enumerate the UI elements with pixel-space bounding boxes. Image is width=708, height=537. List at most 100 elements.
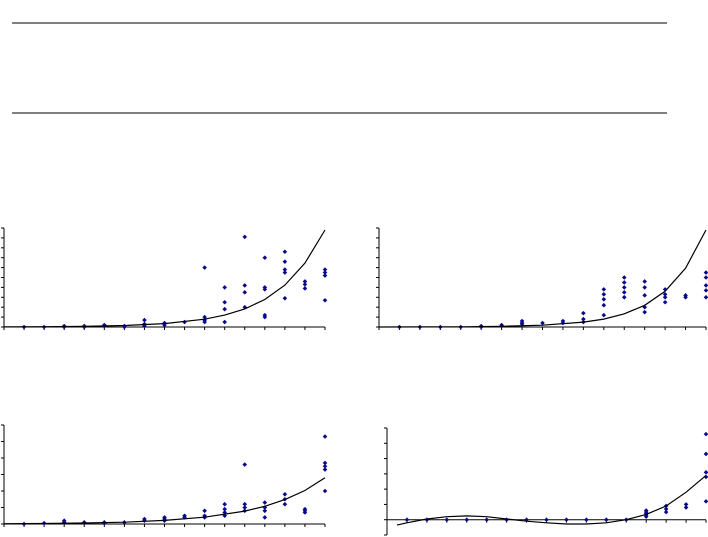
point — [322, 267, 328, 272]
point — [322, 460, 328, 466]
point — [322, 270, 328, 275]
point — [262, 508, 268, 514]
point — [222, 306, 227, 312]
point — [484, 517, 489, 523]
point — [621, 295, 627, 300]
point — [642, 293, 647, 298]
point — [322, 273, 328, 278]
point — [222, 285, 227, 290]
point — [703, 499, 708, 504]
trend-line — [3, 229, 326, 328]
point — [642, 309, 647, 315]
point — [601, 312, 607, 318]
point — [601, 292, 607, 297]
point — [262, 287, 268, 292]
point — [581, 310, 586, 316]
point — [703, 470, 708, 475]
point — [202, 508, 207, 514]
point — [642, 304, 647, 310]
point — [242, 290, 248, 295]
point — [322, 297, 328, 303]
point — [262, 500, 268, 505]
point — [102, 322, 107, 328]
point — [499, 322, 504, 328]
point — [642, 279, 647, 284]
point — [544, 517, 549, 523]
point — [282, 270, 288, 275]
point — [262, 314, 268, 320]
trend-line — [3, 477, 326, 525]
point — [142, 323, 147, 329]
point — [202, 265, 207, 270]
point — [222, 501, 227, 507]
point — [703, 288, 708, 293]
point — [703, 431, 708, 437]
point — [202, 314, 207, 320]
point — [662, 299, 668, 305]
trend-line — [396, 474, 707, 526]
point — [282, 259, 288, 264]
point — [242, 505, 248, 510]
point — [703, 295, 708, 300]
point — [222, 299, 227, 305]
point — [642, 285, 647, 290]
point — [282, 267, 288, 272]
point — [584, 517, 589, 523]
point — [282, 249, 288, 255]
point — [564, 517, 569, 523]
point — [302, 286, 308, 291]
point — [322, 467, 328, 472]
point — [662, 292, 668, 297]
point — [242, 462, 248, 467]
point — [302, 282, 308, 287]
point — [404, 517, 410, 523]
point — [601, 302, 607, 308]
point — [683, 295, 688, 300]
point — [662, 287, 668, 292]
point — [601, 287, 607, 292]
point — [662, 295, 668, 300]
point — [222, 319, 227, 325]
point — [560, 320, 566, 326]
point — [302, 510, 308, 515]
point — [222, 506, 227, 512]
point — [222, 513, 227, 519]
point — [703, 283, 708, 288]
trend-line — [378, 229, 707, 328]
point — [621, 280, 627, 285]
point — [683, 505, 689, 510]
point — [703, 270, 708, 275]
point — [302, 279, 308, 284]
point — [444, 517, 450, 523]
point — [262, 515, 268, 520]
point — [621, 290, 627, 295]
point — [322, 434, 328, 439]
point — [663, 506, 669, 512]
point — [282, 295, 288, 301]
point — [683, 502, 689, 507]
point — [643, 514, 649, 519]
point — [322, 463, 328, 469]
point — [242, 283, 248, 288]
point — [464, 517, 470, 523]
point — [519, 321, 525, 327]
point — [540, 320, 545, 326]
point — [242, 234, 248, 240]
point — [242, 501, 248, 507]
point — [581, 316, 586, 322]
point — [282, 501, 288, 507]
point — [202, 319, 207, 325]
point — [262, 255, 268, 260]
point — [604, 517, 609, 523]
point — [282, 492, 288, 497]
point — [703, 451, 708, 457]
point — [322, 488, 328, 494]
point — [663, 509, 669, 515]
point — [601, 296, 607, 302]
point — [621, 275, 627, 280]
point — [621, 285, 627, 290]
point — [142, 317, 147, 323]
point — [703, 275, 708, 280]
